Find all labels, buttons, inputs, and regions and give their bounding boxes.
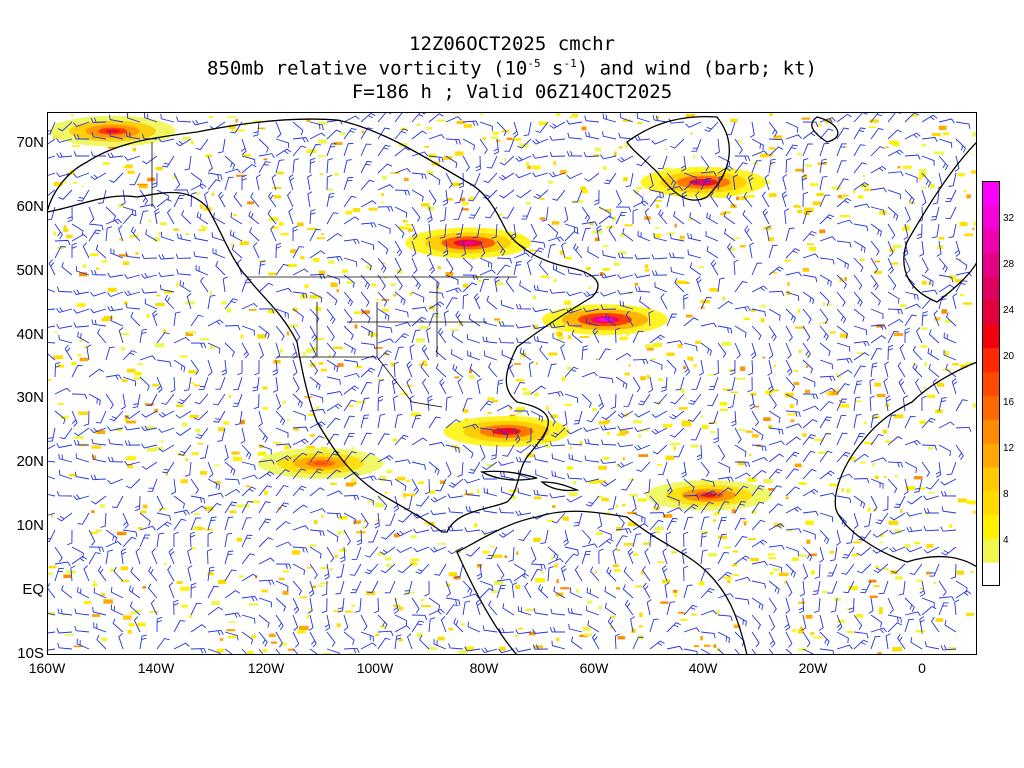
lat-label: 10N <box>16 517 44 534</box>
vorticity-map <box>47 112 977 655</box>
colorbar-swatch <box>982 204 1000 230</box>
vorticity-maximum <box>405 227 532 259</box>
colorbar-swatch <box>982 466 1000 492</box>
colorbar-tick: 4 <box>1003 535 1009 546</box>
lon-label: 80W <box>469 660 499 676</box>
wind-barbs <box>47 112 972 655</box>
coastlines <box>47 115 977 655</box>
colorbar-tick: 32 <box>1003 213 1015 224</box>
lon-label: 120W <box>247 660 285 676</box>
lon-label: 40W <box>688 660 718 676</box>
lat-label: 70N <box>16 134 44 151</box>
colorbar-tick: 20 <box>1003 351 1015 362</box>
lat-label: 20N <box>16 453 44 470</box>
colorbar-tick: 28 <box>1003 259 1015 270</box>
borders <box>151 142 517 408</box>
colorbar-swatch <box>982 443 1000 468</box>
vorticity-shading <box>47 112 977 655</box>
lon-label: 140W <box>137 660 175 676</box>
lat-label: 10S <box>17 645 44 662</box>
colorbar-swatch <box>982 419 1000 444</box>
lat-label: EQ <box>22 581 44 598</box>
lon-label: 100W <box>356 660 394 676</box>
colorbar-tick: 8 <box>1003 489 1009 500</box>
lat-label: 60N <box>16 198 44 215</box>
lon-label: 0 <box>918 660 926 676</box>
colorbar-swatch <box>982 371 1000 396</box>
colorbar-swatch <box>982 395 1000 420</box>
title-line-2: 850mb relative vorticity (10-5 s-1) and … <box>207 57 817 80</box>
colorbar-swatch <box>982 252 1000 277</box>
colorbar-swatch <box>982 347 1000 373</box>
lat-label: 50N <box>16 262 44 279</box>
lon-label: 20W <box>798 660 828 676</box>
lon-label: 60W <box>579 660 609 676</box>
colorbar-frame <box>982 181 1000 586</box>
colorbar <box>982 181 1000 586</box>
map-frame <box>47 112 977 655</box>
colorbar-swatch <box>982 181 1000 206</box>
colorbar-tick: 24 <box>1003 305 1015 316</box>
colorbar-tick: 12 <box>1003 443 1015 454</box>
colorbar-swatch <box>982 300 1000 325</box>
title-line-3: F=186 h ; Valid 06Z14OCT2025 <box>351 81 673 103</box>
colorbar-swatch <box>982 538 1000 563</box>
lon-label: 160W <box>28 660 66 676</box>
colorbar-swatch <box>982 228 1000 253</box>
colorbar-swatch <box>982 562 1000 586</box>
colorbar-tick: 16 <box>1003 397 1015 408</box>
title-line-1: 12Z06OCT2025 cmchr <box>409 33 615 55</box>
lat-label: 40N <box>16 326 44 343</box>
colorbar-swatch <box>982 514 1000 539</box>
colorbar-swatch <box>982 323 1000 349</box>
colorbar-swatch <box>982 490 1000 516</box>
lat-label: 30N <box>16 389 44 406</box>
colorbar-swatch <box>982 276 1000 301</box>
